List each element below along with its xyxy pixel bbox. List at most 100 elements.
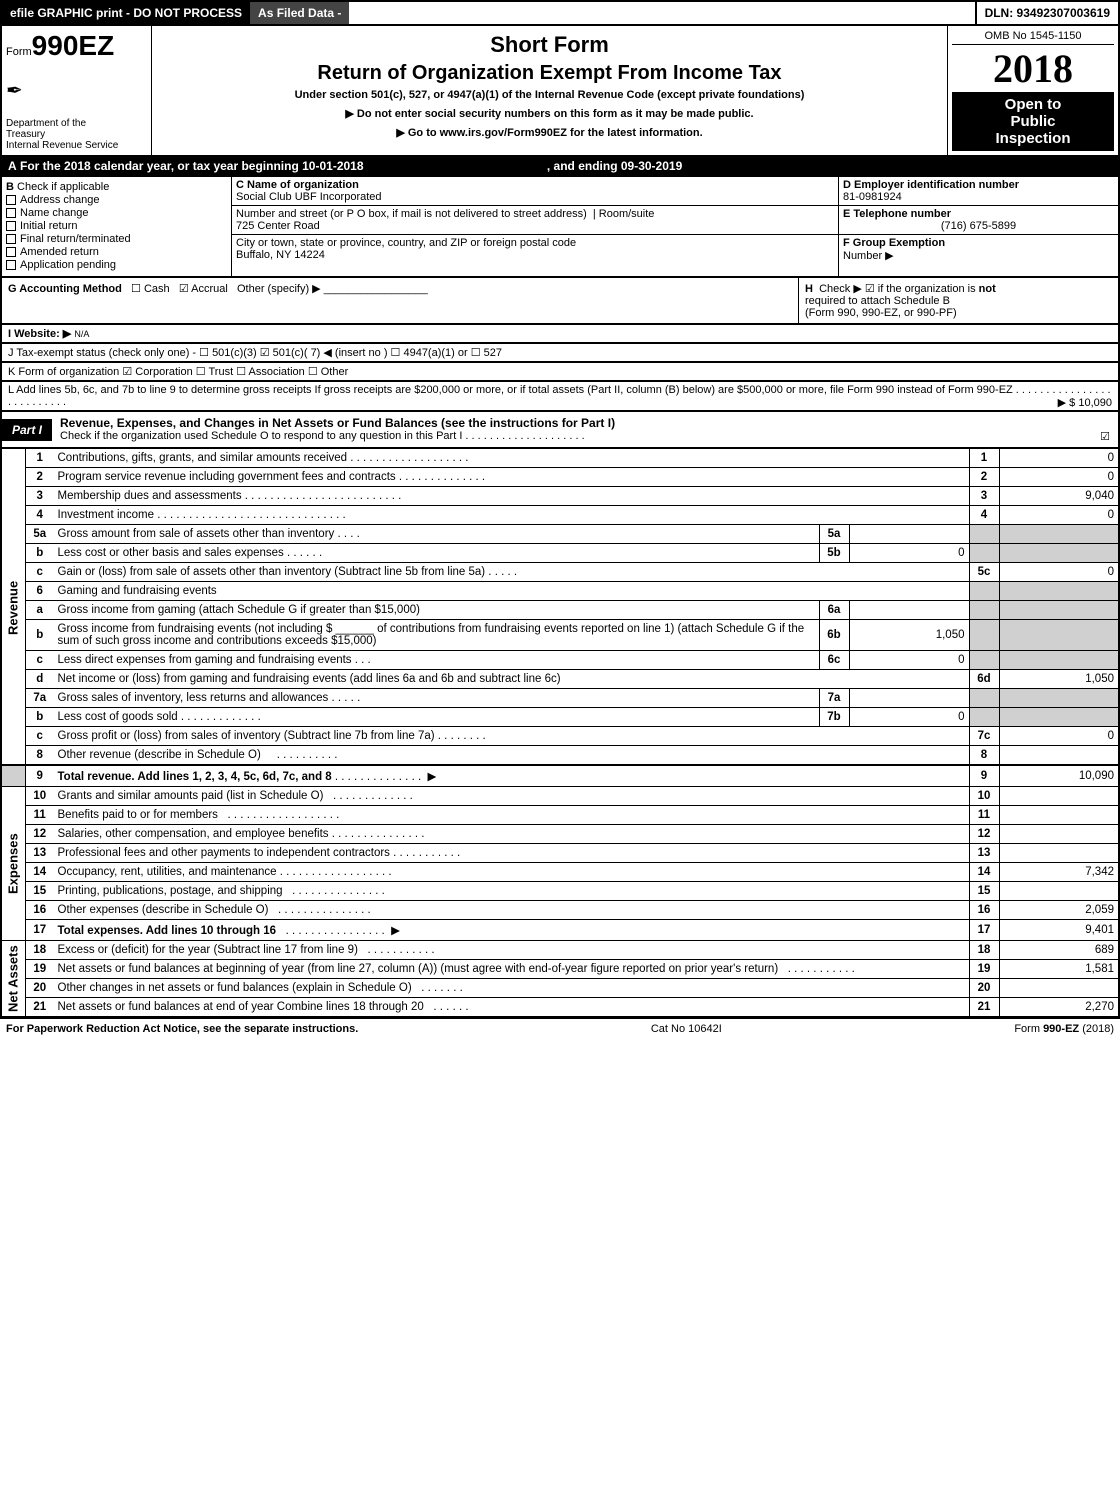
- chk-final-return[interactable]: Final return/terminated: [6, 233, 227, 245]
- bc-block: B Check if applicable Address change Nam…: [0, 177, 1120, 278]
- dept-line2: Treasury: [6, 129, 147, 140]
- line-num: c: [26, 727, 54, 746]
- line-num: 5a: [26, 525, 54, 544]
- line-rnum: [969, 582, 999, 601]
- c-city-row: City or town, state or province, country…: [232, 235, 838, 263]
- pen-icon: ✒: [6, 78, 147, 103]
- part1-title-text: Revenue, Expenses, and Changes in Net As…: [60, 416, 438, 430]
- side-revenue: Revenue: [1, 449, 26, 765]
- chk-label: Amended return: [20, 246, 99, 258]
- line-num: 12: [26, 825, 54, 844]
- line-desc: Gross profit or (loss) from sales of inv…: [54, 727, 970, 746]
- checkbox-icon: [6, 260, 16, 270]
- footer-mid: Cat No 10642I: [651, 1023, 722, 1035]
- side-expenses: Expenses: [1, 787, 26, 941]
- chk-amended-return[interactable]: Amended return: [6, 246, 227, 258]
- line-midnum: 7a: [819, 689, 849, 708]
- line-desc: Benefits paid to or for members . . . . …: [54, 806, 970, 825]
- line-midval: [849, 525, 969, 544]
- table-row: 6 Gaming and fundraising events: [1, 582, 1119, 601]
- d-value: 81-0981924: [843, 191, 902, 203]
- table-row: c Less direct expenses from gaming and f…: [1, 651, 1119, 670]
- side-blank: [1, 765, 26, 787]
- k-row: K Form of organization ☑ Corporation ☐ T…: [0, 363, 1120, 382]
- line-value: [999, 746, 1119, 766]
- table-row: 19 Net assets or fund balances at beginn…: [1, 960, 1119, 979]
- line-num: 7a: [26, 689, 54, 708]
- d-label: D Employer identification number: [843, 179, 1019, 191]
- line-rnum: [969, 525, 999, 544]
- line-rnum: 3: [969, 487, 999, 506]
- line-rnum: 6d: [969, 670, 999, 689]
- table-row: 17 Total expenses. Add lines 10 through …: [1, 920, 1119, 941]
- j-row: J Tax-exempt status (check only one) - ☐…: [0, 344, 1120, 363]
- j-text: J Tax-exempt status (check only one) - ☐…: [8, 347, 502, 359]
- g-accrual[interactable]: ☑ Accrual: [179, 283, 228, 295]
- line-value: [999, 689, 1119, 708]
- g-section: G Accounting Method ☐ Cash ☑ Accrual Oth…: [2, 278, 798, 323]
- line-num: 13: [26, 844, 54, 863]
- chk-name-change[interactable]: Name change: [6, 207, 227, 219]
- line-rnum: 17: [969, 920, 999, 941]
- line-num: b: [26, 708, 54, 727]
- header-left: Form990EZ ✒ Department of the Treasury I…: [2, 26, 152, 155]
- line-desc: Less cost or other basis and sales expen…: [54, 544, 820, 563]
- website-label: I Website: ▶: [8, 328, 71, 340]
- line-desc: Professional fees and other payments to …: [54, 844, 970, 863]
- line-rnum: 9: [969, 765, 999, 787]
- line-rnum: [969, 651, 999, 670]
- g-cash[interactable]: ☐ Cash: [131, 283, 170, 295]
- website-value: N/A: [74, 329, 89, 339]
- line-desc: Less cost of goods sold . . . . . . . . …: [54, 708, 820, 727]
- main-title: Return of Organization Exempt From Incom…: [158, 62, 941, 85]
- chk-initial-return[interactable]: Initial return: [6, 220, 227, 232]
- table-row: 11 Benefits paid to or for members . . .…: [1, 806, 1119, 825]
- city-label: City or town, state or province, country…: [236, 237, 576, 249]
- line-desc: Salaries, other compensation, and employ…: [54, 825, 970, 844]
- line-midnum: 7b: [819, 708, 849, 727]
- header-right: OMB No 1545-1150 2018 Open to Public Ins…: [948, 26, 1118, 155]
- line-desc: Other changes in net assets or fund bala…: [54, 979, 970, 998]
- line-num: 14: [26, 863, 54, 882]
- line-num: b: [26, 544, 54, 563]
- line-value: 0: [999, 449, 1119, 468]
- col-b: B Check if applicable Address change Nam…: [2, 177, 232, 276]
- line-desc: Gain or (loss) from sale of assets other…: [54, 563, 970, 582]
- addr-label: Number and street (or P O box, if mail i…: [236, 208, 587, 220]
- line-value: [999, 787, 1119, 806]
- line-value: 0: [999, 727, 1119, 746]
- table-row: 15 Printing, publications, postage, and …: [1, 882, 1119, 901]
- line-rnum: 7c: [969, 727, 999, 746]
- line-rnum: 14: [969, 863, 999, 882]
- c-label: C Name of organization: [236, 179, 359, 191]
- line-rnum: 21: [969, 998, 999, 1017]
- row-a: A For the 2018 calendar year, or tax yea…: [0, 157, 1120, 177]
- line-value: 0: [999, 468, 1119, 487]
- checkbox-icon: [6, 221, 16, 231]
- h-text3: (Form 990, 990-EZ, or 990-PF): [805, 307, 957, 319]
- table-row: 3 Membership dues and assessments . . . …: [1, 487, 1119, 506]
- g-other[interactable]: Other (specify) ▶: [237, 283, 321, 295]
- line-value: 9,401: [999, 920, 1119, 941]
- topbar-blank: [349, 2, 974, 24]
- line-desc: Membership dues and assessments . . . . …: [54, 487, 970, 506]
- table-row: Expenses 10 Grants and similar amounts p…: [1, 787, 1119, 806]
- line-rnum: 12: [969, 825, 999, 844]
- line-rnum: [969, 620, 999, 651]
- line-desc: Net income or (loss) from gaming and fun…: [54, 670, 970, 689]
- notice-ssn: ▶ Do not enter social security numbers o…: [158, 107, 941, 120]
- line-num: 19: [26, 960, 54, 979]
- b-check-label: Check if applicable: [17, 181, 109, 193]
- footer-left: For Paperwork Reduction Act Notice, see …: [6, 1023, 358, 1035]
- f-row: F Group Exemption Number ▶: [839, 235, 1118, 264]
- e-value: (716) 675-5899: [843, 220, 1114, 232]
- line-rnum: [969, 601, 999, 620]
- part1-title: Revenue, Expenses, and Changes in Net As…: [52, 412, 1118, 447]
- chk-application-pending[interactable]: Application pending: [6, 259, 227, 271]
- checkbox-icon: [6, 208, 16, 218]
- line-desc: Other expenses (describe in Schedule O) …: [54, 901, 970, 920]
- line-desc: Program service revenue including govern…: [54, 468, 970, 487]
- chk-address-change[interactable]: Address change: [6, 194, 227, 206]
- h-text2: required to attach Schedule B: [805, 295, 950, 307]
- f-label: F Group Exemption: [843, 237, 945, 249]
